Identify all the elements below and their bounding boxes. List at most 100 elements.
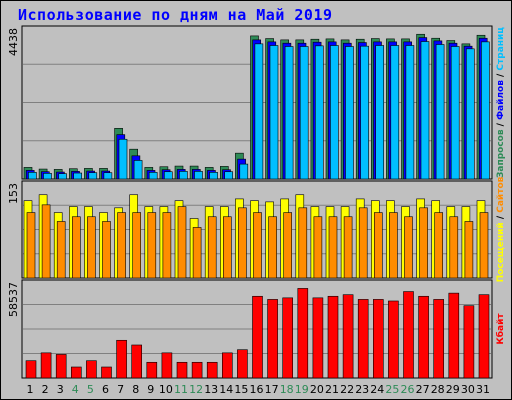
- bar-pages: [330, 45, 339, 180]
- bar-pages: [58, 173, 67, 180]
- x-tick-label: 25: [385, 383, 399, 396]
- bar-sites: [479, 212, 489, 279]
- x-tick-label: 30: [461, 383, 475, 396]
- x-tick-label: 27: [416, 383, 430, 396]
- bar-pages: [314, 45, 324, 180]
- bar-kbytes: [418, 295, 429, 379]
- legend-hits-files-pages-part: Запросов: [496, 129, 506, 178]
- x-tick-label: 23: [355, 383, 369, 396]
- legend-hits-files-pages-part: Страниц: [496, 27, 506, 71]
- bar-pages: [299, 46, 309, 180]
- x-tick-label: 6: [102, 383, 109, 396]
- bar-sites: [26, 212, 36, 279]
- legend-hits-files-pages: Запросов / Файлов / Страниц: [496, 27, 506, 178]
- x-tick-label: 2: [42, 383, 49, 396]
- y-max-label: 4438: [7, 28, 20, 56]
- legend-kbytes: Кбайт: [495, 313, 506, 345]
- x-axis-labels: 1 2 3 4 5 6 7 8 9 10 11 12 13 14 15 16 17 18 19 20 21 22 23 24 2…: [27, 383, 491, 396]
- bar-kbytes: [357, 299, 369, 379]
- x-tick-label: 22: [340, 383, 354, 396]
- x-tick-label: 29: [446, 383, 460, 396]
- bar-sites: [283, 212, 293, 279]
- bar-kbytes: [25, 360, 37, 379]
- x-tick-label: 31: [476, 383, 490, 396]
- bar-kbytes: [433, 299, 445, 379]
- bar-sites: [268, 216, 277, 279]
- bar-sites: [253, 212, 262, 279]
- bar-sites: [343, 216, 353, 279]
- x-tick-label: 3: [57, 383, 64, 396]
- chart-title: Использование по дням на Май 2019: [18, 6, 333, 24]
- x-tick-label: 1: [27, 383, 34, 396]
- x-tick-label: 19: [295, 383, 309, 396]
- bar-pages: [148, 172, 158, 180]
- bar-kbytes: [312, 297, 324, 379]
- bar-pages: [118, 138, 128, 180]
- bar-sites: [132, 212, 141, 279]
- bar-sites: [87, 216, 96, 279]
- bar-pages: [435, 44, 445, 180]
- x-tick-label: 8: [132, 383, 139, 396]
- bar-sites: [147, 212, 157, 279]
- bar-pages: [360, 45, 369, 180]
- bar-pages: [390, 45, 400, 180]
- bar-pages: [269, 45, 279, 180]
- x-tick-label: 7: [117, 383, 124, 396]
- bar-pages: [43, 173, 52, 180]
- bar-kbytes: [372, 299, 384, 379]
- x-tick-label: 9: [147, 383, 154, 396]
- legend-hits-files-pages-part: /: [496, 120, 506, 130]
- bar-kbytes: [282, 297, 294, 379]
- bar-kbytes: [191, 361, 203, 379]
- bar-sites: [192, 227, 202, 279]
- bar-kbytes: [71, 366, 82, 379]
- bar-pages: [88, 172, 98, 180]
- y-axis-labels: 4438 153 58537: [7, 28, 20, 317]
- bar-pages: [465, 48, 475, 180]
- bar-sites: [41, 204, 51, 279]
- x-tick-label: 11: [174, 383, 188, 396]
- bar-pages: [28, 172, 37, 180]
- bar-kbytes: [388, 300, 399, 379]
- bar-pages: [420, 41, 430, 180]
- bar-pages: [73, 172, 82, 180]
- bar-sites: [434, 212, 444, 279]
- bar-pages: [209, 172, 218, 180]
- x-tick-label: 10: [159, 383, 173, 396]
- legend-hits-files-pages-part: /: [496, 71, 506, 81]
- bar-sites: [389, 212, 398, 279]
- bar-sites: [373, 212, 383, 279]
- bar-kbytes: [252, 295, 263, 379]
- x-tick-label: 12: [189, 383, 203, 396]
- bar-kbytes: [55, 354, 67, 379]
- bar-sites: [449, 216, 459, 279]
- bar-sites: [238, 207, 247, 279]
- bar-kbytes: [267, 299, 278, 379]
- bar-pages: [375, 45, 385, 180]
- bar-sites: [102, 221, 111, 279]
- bar-pages: [224, 171, 233, 180]
- bar-kbytes: [403, 291, 414, 379]
- bar-pages: [239, 163, 249, 180]
- bar-pages: [194, 171, 203, 180]
- bar-pages: [133, 160, 143, 180]
- bar-pages: [254, 43, 264, 180]
- bar-kbytes: [478, 294, 490, 379]
- bar-kbytes: [237, 349, 248, 379]
- bar-pages: [481, 41, 490, 180]
- x-tick-label: 15: [234, 383, 248, 396]
- bar-sites: [177, 206, 187, 279]
- bar-kbytes: [463, 305, 475, 379]
- x-tick-label: 13: [204, 383, 218, 396]
- bar-pages: [103, 172, 113, 180]
- bar-pages: [450, 46, 460, 180]
- bars: [23, 33, 490, 379]
- x-tick-label: 5: [87, 383, 94, 396]
- bar-kbytes: [86, 360, 97, 379]
- x-tick-label: 16: [250, 383, 264, 396]
- legend-visits-sites: Посещений / Сайтов: [496, 176, 506, 282]
- bar-sites: [313, 216, 323, 279]
- bar-sites: [223, 216, 232, 279]
